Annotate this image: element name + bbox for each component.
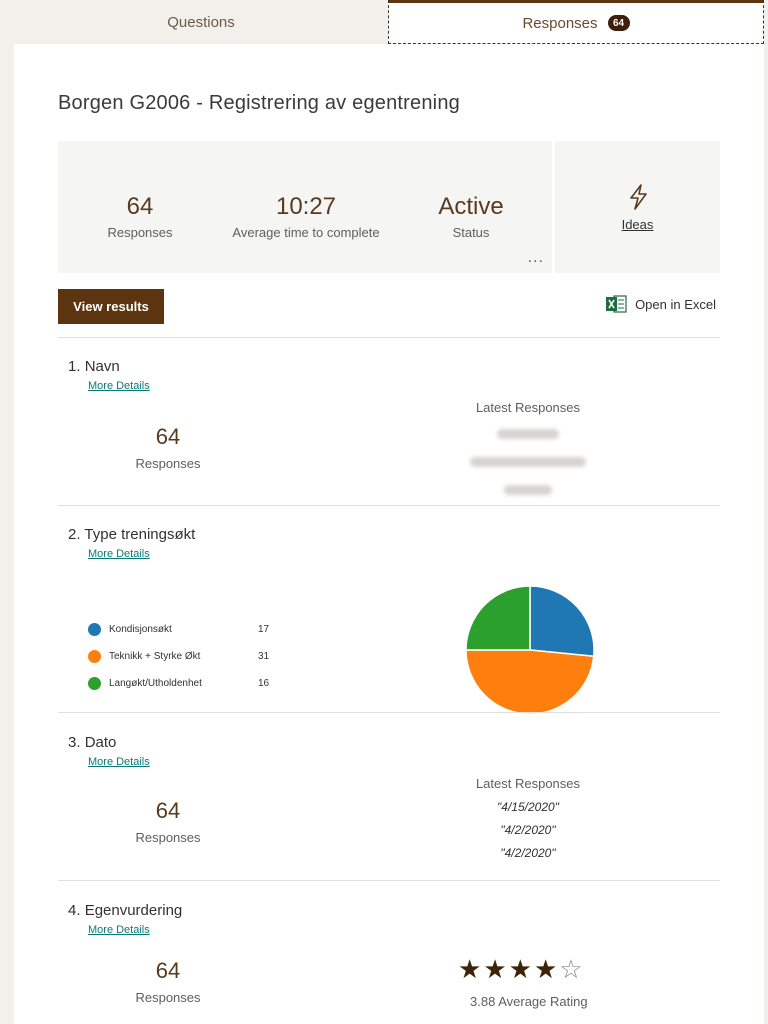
more-options-button[interactable]: ... (527, 249, 544, 266)
pie-slice-3 (465, 585, 531, 651)
response-count-label: Responses (135, 830, 201, 845)
legend-swatch (88, 677, 101, 690)
question-text: Type treningsøkt (84, 526, 196, 543)
star-filled-icon: ★ (508, 954, 534, 984)
tab-responses-label: Responses (522, 14, 598, 32)
question-number: 2. (68, 526, 81, 543)
legend-swatch (88, 623, 101, 636)
legend-label: Kondisjonsøkt (109, 624, 172, 635)
more-details-link[interactable]: More Details (88, 380, 150, 392)
legend-count: 31 (258, 651, 270, 662)
latest-response-item: "4/15/2020" (497, 800, 559, 814)
star-filled-icon: ★ (458, 954, 484, 984)
metric-avg-time: 10:27 Average time to complete (226, 193, 386, 240)
open-in-excel-button[interactable]: Open in Excel (606, 294, 716, 314)
question-1: 1. Navn More Details 64 Responses Latest… (58, 358, 720, 504)
question-3: 3. Dato More Details 64 Responses Latest… (58, 734, 720, 880)
summary-metrics: 64 Responses 10:27 Average time to compl… (58, 141, 552, 273)
legend-swatch (88, 650, 101, 663)
ideas-label: Ideas (621, 216, 654, 232)
tab-responses[interactable]: Responses 64 (388, 0, 764, 44)
metric-avg-time-value: 10:27 (275, 193, 337, 220)
excel-icon (606, 295, 627, 313)
legend-count: 16 (258, 678, 270, 689)
response-count: 64 Responses (118, 958, 218, 1005)
legend-label: Langøkt/Utholdenhet (109, 678, 202, 689)
question-2: 2. Type treningsøkt More Details Kondisj… (58, 526, 720, 715)
question-title: 2. Type treningsøkt (68, 526, 720, 543)
star-empty-icon: ☆ (559, 954, 585, 984)
divider (58, 880, 720, 881)
open-in-excel-label: Open in Excel (635, 296, 716, 312)
tab-questions[interactable]: Questions (14, 0, 388, 44)
question-number: 1. (68, 358, 81, 375)
form-title: Borgen G2006 - Registrering av egentreni… (58, 92, 460, 114)
latest-response-item: "4/2/2020" (500, 823, 556, 837)
redacted-response (428, 453, 628, 471)
response-count-label: Responses (135, 990, 201, 1005)
pie-chart (465, 585, 595, 715)
pie-slice-2 (465, 649, 595, 715)
redacted-response (428, 481, 628, 499)
legend-item: Teknikk + Styrke Økt 31 (88, 643, 288, 670)
legend-count: 17 (258, 624, 270, 635)
metric-status-value: Active (438, 193, 504, 220)
response-count-value: 64 (155, 424, 181, 449)
question-text: Egenvurdering (84, 902, 183, 919)
responses-count-badge: 64 (607, 15, 630, 31)
ideas-button[interactable]: Ideas (555, 141, 720, 273)
latest-responses: Latest Responses "4/15/2020" "4/2/2020" … (428, 776, 628, 860)
more-details-link[interactable]: More Details (88, 756, 150, 768)
question-title: 1. Navn (68, 358, 720, 375)
more-details-link[interactable]: More Details (88, 548, 150, 560)
response-count: 64 Responses (118, 798, 218, 845)
legend-label: Teknikk + Styrke Økt (109, 651, 201, 662)
divider (58, 712, 720, 713)
question-number: 4. (68, 902, 81, 919)
response-count: 64 Responses (118, 424, 218, 471)
question-4: 4. Egenvurdering More Details 64 Respons… (58, 902, 720, 1024)
responses-panel: Borgen G2006 - Registrering av egentreni… (14, 44, 764, 1024)
divider (58, 505, 720, 506)
tab-questions-label: Questions (167, 13, 235, 31)
response-count-value: 64 (155, 958, 181, 983)
redacted-response (428, 425, 628, 443)
metric-status-label: Status (452, 225, 490, 240)
latest-responses: Latest Responses (428, 400, 628, 499)
summary-card: 64 Responses 10:27 Average time to compl… (58, 141, 720, 273)
metric-responses-label: Responses (107, 225, 173, 240)
view-results-button[interactable]: View results (58, 289, 164, 324)
legend-item: Kondisjonsøkt 17 (88, 616, 288, 643)
lightning-icon (629, 183, 647, 210)
metric-responses: 64 Responses (88, 193, 192, 240)
question-text: Dato (84, 734, 117, 751)
average-rating-label: 3.88 Average Rating (470, 994, 588, 1009)
star-filled-icon: ★ (483, 954, 509, 984)
metric-responses-value: 64 (126, 193, 154, 220)
question-title: 3. Dato (68, 734, 720, 751)
tab-bar: Questions Responses 64 (14, 0, 764, 44)
latest-responses-heading: Latest Responses (475, 400, 581, 415)
rating-stars: ★★★★☆ (458, 954, 585, 985)
question-title: 4. Egenvurdering (68, 902, 720, 919)
metric-status: Active Status (426, 193, 516, 240)
pie-slice-1 (529, 585, 595, 658)
question-text: Navn (84, 358, 120, 375)
latest-response-item: "4/2/2020" (500, 846, 556, 860)
response-count-value: 64 (155, 798, 181, 823)
more-details-link[interactable]: More Details (88, 924, 150, 936)
response-count-label: Responses (135, 456, 201, 471)
legend-item: Langøkt/Utholdenhet 16 (88, 670, 288, 697)
chart-legend: Kondisjonsøkt 17 Teknikk + Styrke Økt 31… (88, 616, 288, 697)
question-number: 3. (68, 734, 81, 751)
star-filled-icon: ★ (533, 954, 560, 984)
latest-responses-heading: Latest Responses (475, 776, 581, 791)
divider (58, 337, 720, 338)
metric-avg-time-label: Average time to complete (232, 225, 380, 240)
